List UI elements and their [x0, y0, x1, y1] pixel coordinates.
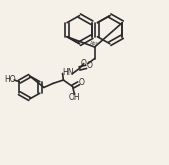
- Text: Abs: Abs: [90, 41, 99, 46]
- Text: O: O: [86, 62, 92, 70]
- Text: OH: OH: [69, 93, 80, 102]
- Text: HO: HO: [4, 75, 16, 84]
- Text: O: O: [81, 59, 87, 68]
- Text: O: O: [78, 78, 84, 87]
- Text: HN: HN: [62, 68, 73, 77]
